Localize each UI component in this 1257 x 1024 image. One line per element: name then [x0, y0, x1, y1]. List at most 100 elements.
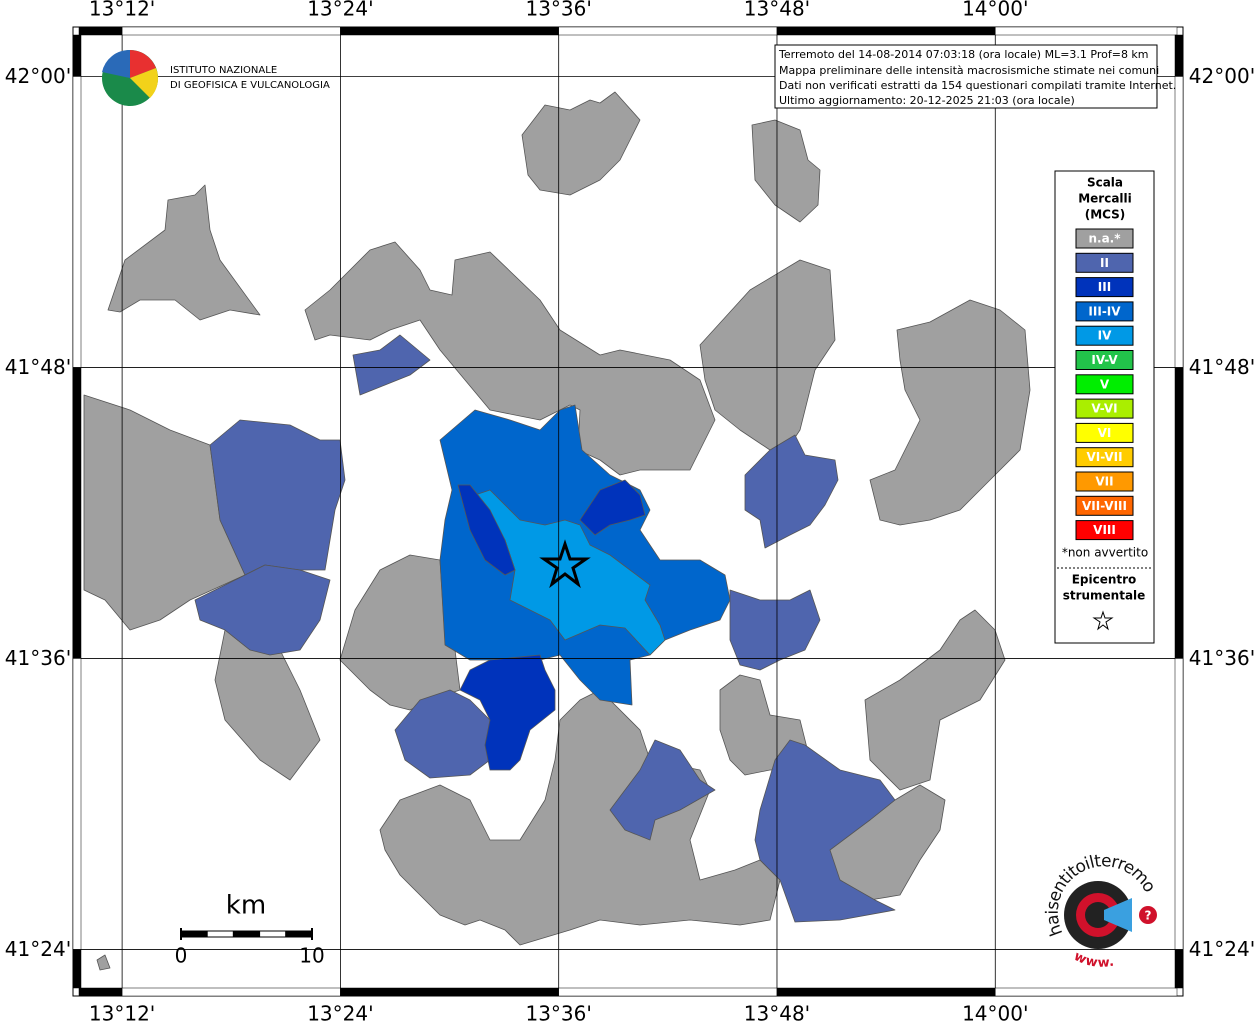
logo-segment: [130, 68, 159, 98]
frame-bar: [121, 987, 341, 997]
legend-swatch: [1075, 325, 1134, 346]
legend-epicenter: strumentale: [1063, 589, 1146, 603]
legend-epicenter: Epicentro: [1072, 573, 1137, 587]
legend-label: V: [1100, 377, 1110, 391]
legend-swatch: [1075, 374, 1134, 395]
scale-bar: km 0 10: [175, 891, 325, 968]
frame-bar: [995, 987, 1178, 997]
legend-star: [1092, 610, 1114, 631]
legend-label: VII: [1095, 475, 1113, 489]
info-box: Terremoto del 14-08-2014 07:03:18 (ora l…: [774, 44, 1176, 109]
scale-segment: [259, 930, 287, 938]
municipality: [96, 954, 111, 971]
legend-swatch: [1075, 252, 1134, 273]
lon-tick-label: 14°00': [962, 0, 1028, 21]
municipality: [521, 91, 641, 196]
lon-tick-label: 13°24': [307, 0, 373, 21]
frame-bar: [1174, 367, 1184, 659]
municipality: [379, 689, 781, 946]
municipality: [744, 434, 839, 549]
logo-segment: [102, 49, 130, 78]
frame-bar: [72, 949, 82, 989]
site-logo-core: [1085, 902, 1111, 928]
legend-swatch: [1075, 422, 1134, 443]
municipality: [869, 299, 1031, 526]
municipality: [609, 739, 716, 841]
legend-label: VI-VII: [1086, 450, 1122, 464]
site-logo-wave: [1104, 898, 1132, 932]
scale-label: 10: [299, 944, 324, 968]
lat-tick-label: 41°48': [5, 355, 71, 379]
frame-bar: [995, 26, 1178, 36]
info-line: Mappa preliminare delle intensità macros…: [779, 64, 1159, 77]
legend-swatch: [1075, 520, 1134, 541]
legend-label: IV: [1098, 329, 1112, 343]
lon-tick-label: 14°00': [962, 1002, 1028, 1024]
frame-bar: [558, 987, 778, 997]
info-line: Ultimo aggiornamento: 20-12-2025 21:03 (…: [779, 94, 1075, 107]
legend: Scala Mercalli (MCS) *non avvertito Epic…: [1054, 170, 1155, 644]
frame-bar: [72, 658, 82, 950]
frame-bar: [1174, 34, 1184, 77]
frame-bar: [1174, 658, 1184, 950]
lat-tick-label: 42°00': [1189, 64, 1255, 88]
frame-bar: [776, 987, 996, 997]
frame-bar: [78, 987, 123, 997]
info-frame: [774, 44, 1158, 109]
legend-label: IV-V: [1091, 353, 1118, 367]
frame-bar: [72, 76, 82, 368]
legend-label: III: [1098, 280, 1111, 294]
lon-tick-label: 13°36': [525, 0, 591, 21]
municipality: [107, 184, 261, 321]
scale-segment: [180, 930, 208, 938]
legend-swatch: [1075, 277, 1134, 298]
scale-unit: km: [226, 891, 266, 921]
scale-label: 0: [175, 944, 188, 968]
lat-tick-label: 41°48': [1189, 355, 1255, 379]
lon-tick-label: 13°48': [744, 0, 810, 21]
frame-bar: [72, 367, 82, 659]
lon-tick-label: 13°36': [525, 1002, 591, 1024]
frame-bar: [72, 34, 82, 77]
legend-label: VII-VIII: [1082, 499, 1127, 513]
municipality: [83, 394, 246, 631]
municipality: [579, 479, 646, 536]
legend-swatch: [1075, 228, 1134, 249]
epicenter-star: [539, 539, 591, 589]
legend-swatch: [1075, 447, 1134, 468]
municipality: [304, 241, 716, 476]
frame-bar: [776, 26, 996, 36]
logo-text: DI GEOFISICA E VULCANOLOGIA: [170, 80, 330, 91]
info-line: Terremoto del 14-08-2014 07:03:18 (ora l…: [778, 48, 1149, 61]
lon-tick-label: 13°48': [744, 1002, 810, 1024]
legend-swatch: [1075, 495, 1134, 516]
legend-label: VIII: [1093, 523, 1116, 537]
ingv-logo: ISTITUTO NAZIONALE DI GEOFISICA E VULCAN…: [102, 49, 330, 106]
legend-label: VI: [1098, 426, 1112, 440]
legend-swatch: [1075, 350, 1134, 370]
municipality: [699, 259, 836, 451]
graticule: [73, 27, 1183, 996]
frame-bar: [340, 26, 559, 36]
frame-bar: [1174, 949, 1184, 989]
legend-title: Scala: [1087, 176, 1123, 190]
site-logo-mark: ?: [1145, 909, 1152, 923]
legend-label: II: [1100, 256, 1109, 270]
scale-segment: [232, 930, 261, 938]
map-frame: [72, 26, 1184, 997]
lon-tick-label: 13°12': [89, 1002, 155, 1024]
municipality: [194, 564, 331, 656]
lat-tick-label: 41°36': [5, 646, 71, 670]
lat-tick-label: 41°24': [1189, 937, 1255, 961]
lat-tick-label: 41°24': [5, 937, 71, 961]
legend-title: Mercalli: [1078, 192, 1132, 206]
frame-bar: [1174, 76, 1184, 368]
site-logo-badge: [1139, 906, 1157, 924]
municipality: [864, 609, 1006, 791]
frame-bar: [340, 987, 559, 997]
municipality: [751, 119, 821, 223]
lat-tick-label: 41°36': [1189, 646, 1255, 670]
legend-swatch: [1075, 398, 1134, 419]
legend-swatch: [1075, 471, 1134, 492]
